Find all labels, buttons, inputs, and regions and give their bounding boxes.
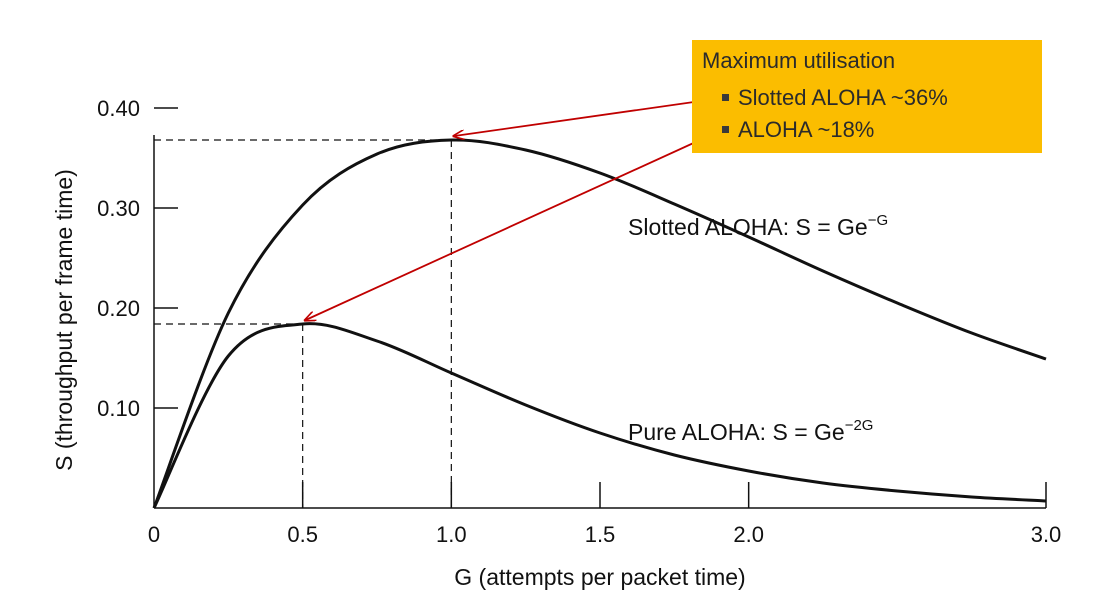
y-ticks: 0.10 0.20 0.30 0.40: [97, 96, 178, 421]
callout-title: Maximum utilisation: [702, 48, 896, 73]
callout-item-slotted: Slotted ALOHA ~36%: [722, 82, 948, 114]
callout-arrow: [306, 129, 723, 320]
curves: [152, 138, 1047, 509]
x-axis-title: G (attempts per packet time): [454, 564, 745, 590]
callout-list: Slotted ALOHA ~36% ALOHA ~18%: [722, 82, 948, 146]
x-tick-label: 2.0: [733, 522, 764, 547]
x-tick-label: 0.5: [287, 522, 318, 547]
callout-item-pure: ALOHA ~18%: [722, 114, 948, 146]
y-tick-label: 0.30: [97, 196, 140, 221]
pure-aloha-label: Pure ALOHA: S = Ge−2G: [628, 417, 873, 445]
max-utilisation-callout: Maximum utilisation Slotted ALOHA ~36% A…: [692, 40, 1042, 153]
y-axis-title: S (throughput per frame time): [51, 169, 77, 471]
y-tick-label: 0.20: [97, 296, 140, 321]
x-tick-label: 0: [148, 522, 160, 547]
slotted-aloha-curve: [152, 138, 1047, 509]
callout-arrows: [306, 97, 723, 320]
x-tick-label: 3.0: [1031, 522, 1062, 547]
callout-item-label: ALOHA ~18%: [738, 117, 875, 142]
bullet-icon: [722, 126, 729, 133]
x-tick-label: 1.0: [436, 522, 467, 547]
pure-aloha-formula: Pure ALOHA: S = Ge: [628, 419, 845, 445]
callout-item-label: Slotted ALOHA ~36%: [738, 85, 948, 110]
pure-aloha-curve: [152, 322, 1047, 509]
x-ticks: 0 0.5 1.0 1.5 2.0 3.0: [148, 482, 1061, 547]
slotted-aloha-label: Slotted ALOHA: S = Ge−G: [628, 212, 888, 240]
x-tick-label: 1.5: [585, 522, 616, 547]
pure-aloha-exponent: −2G: [845, 417, 874, 434]
y-tick-label: 0.10: [97, 396, 140, 421]
bullet-icon: [722, 94, 729, 101]
y-tick-label: 0.40: [97, 96, 140, 121]
axes: [153, 135, 1046, 509]
slotted-aloha-exponent: −G: [868, 212, 888, 229]
slotted-aloha-formula: Slotted ALOHA: S = Ge: [628, 214, 868, 240]
callout-arrow: [454, 97, 723, 136]
max-guide-lines: [154, 139, 452, 508]
